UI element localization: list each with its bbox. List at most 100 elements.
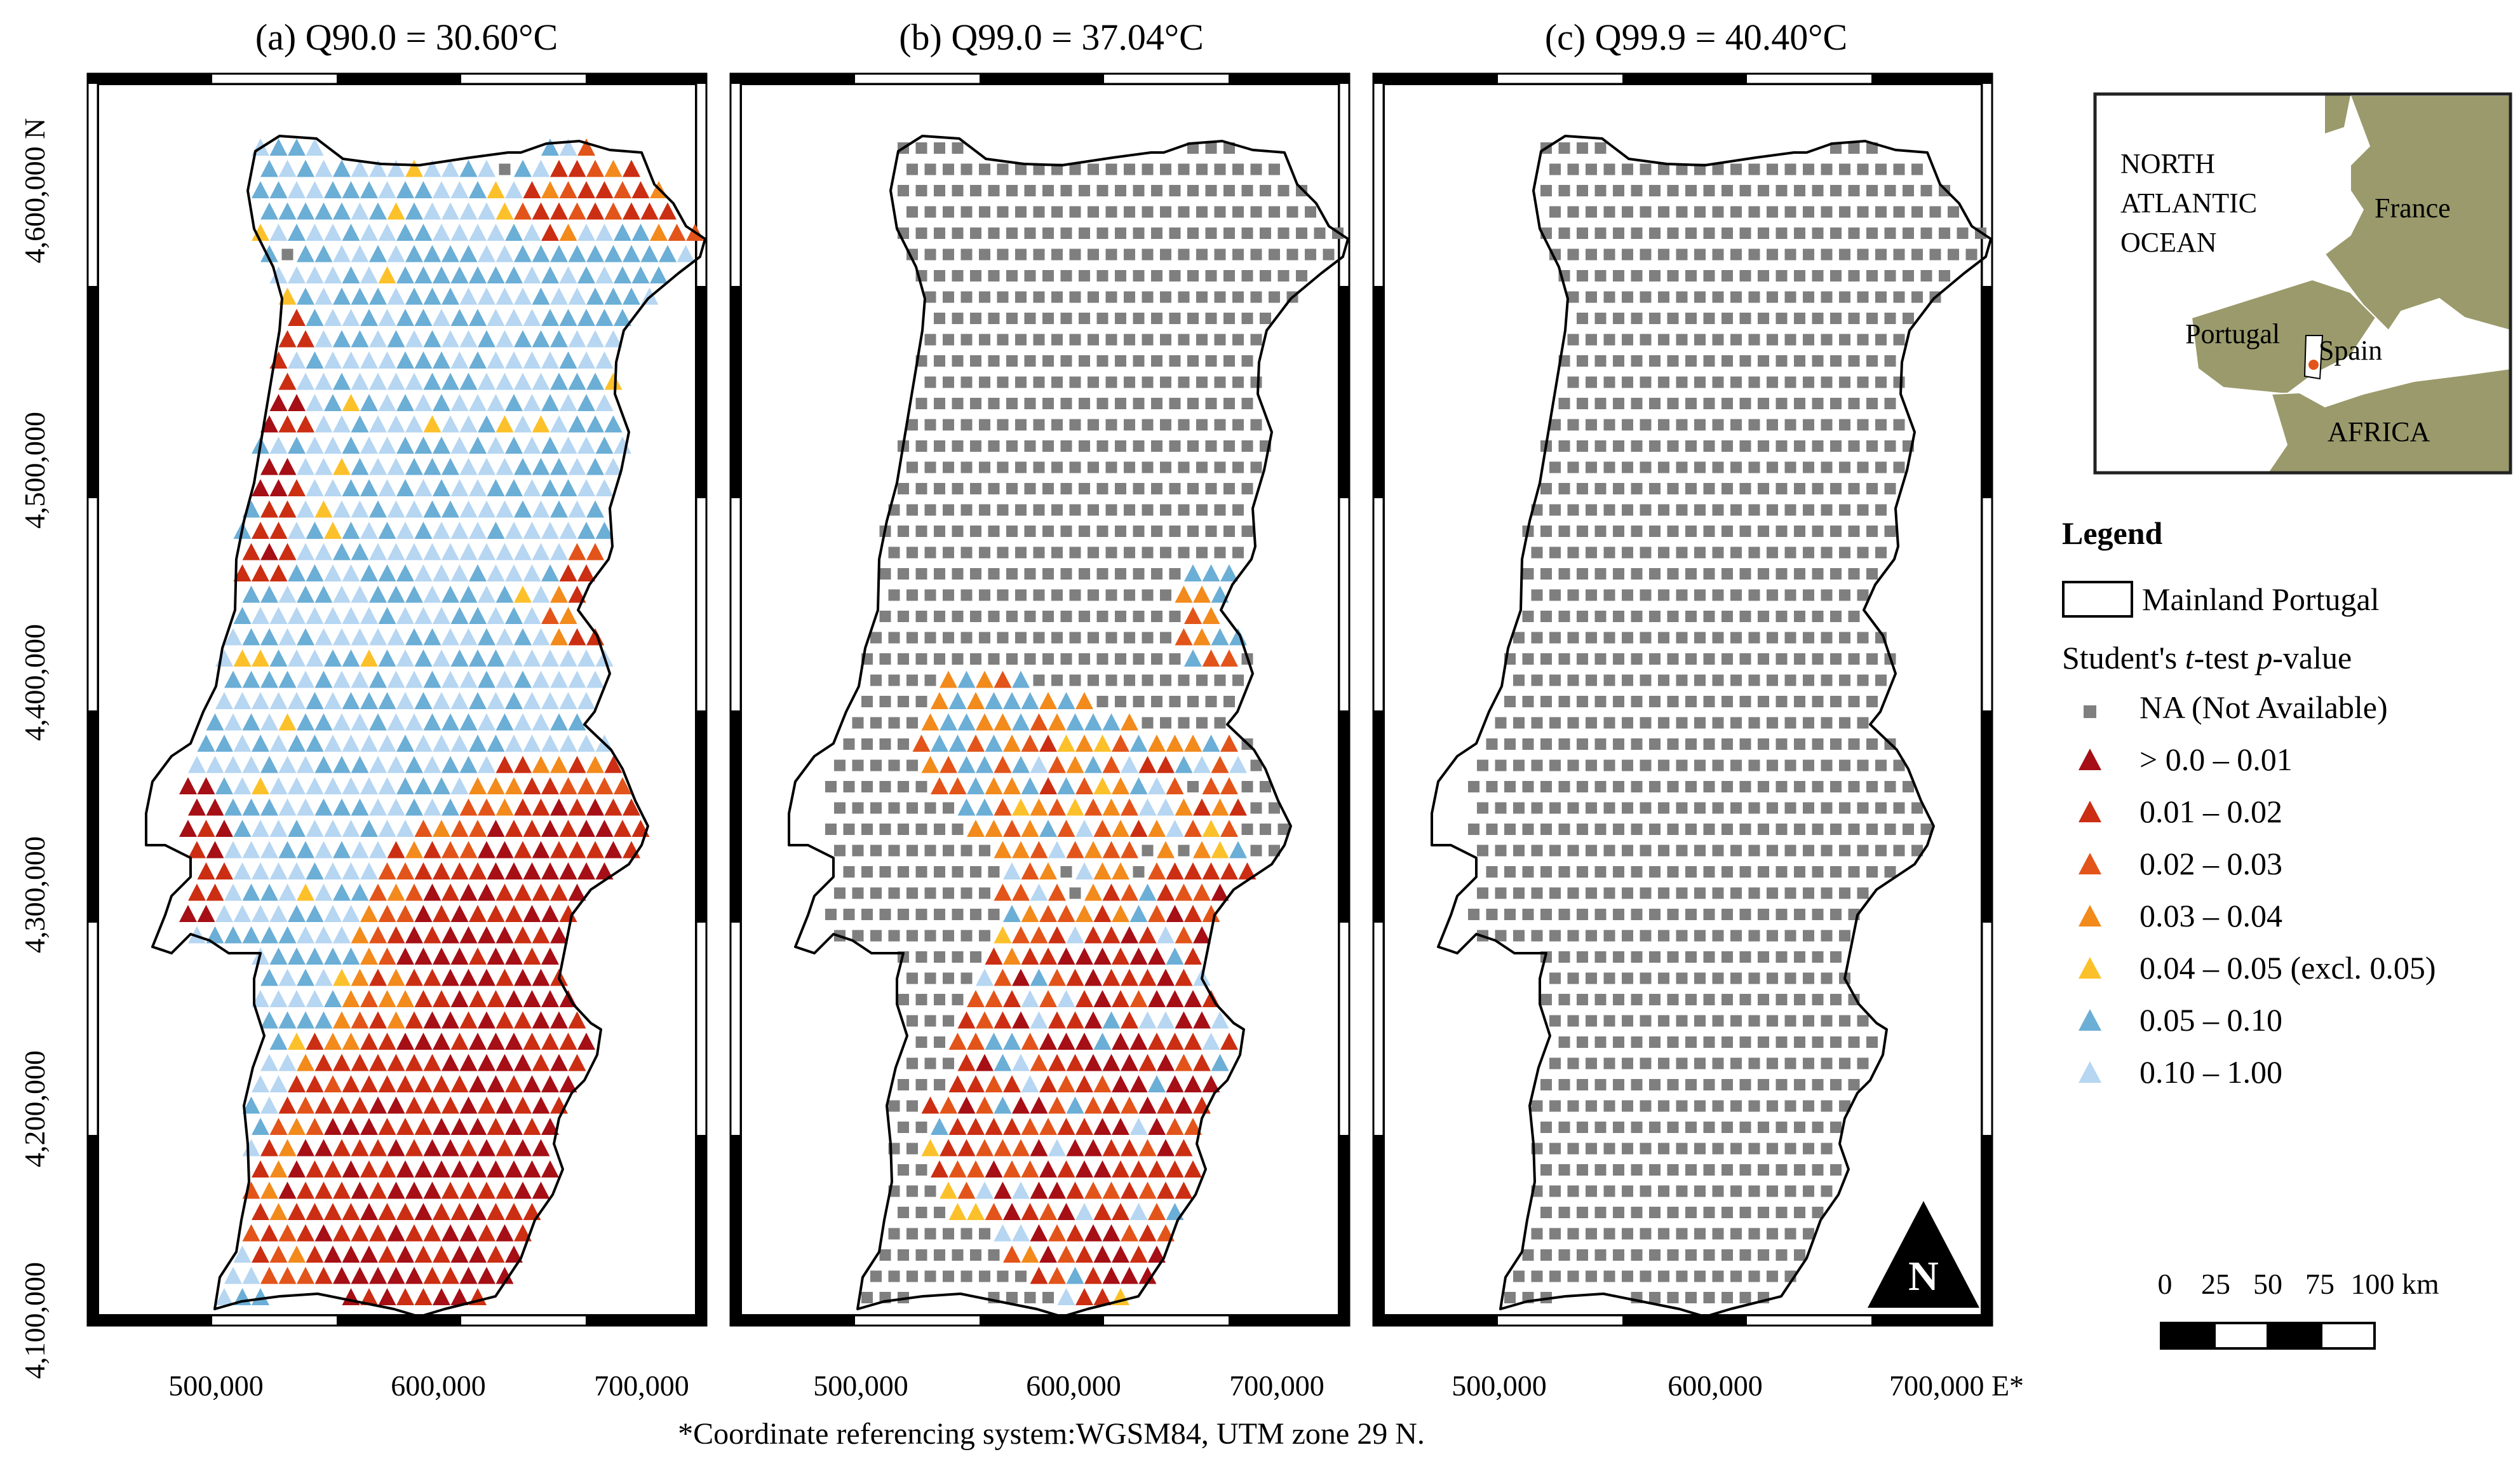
grid-cell-pvalue	[423, 458, 441, 475]
grid-cell-pvalue	[233, 862, 252, 879]
grid-cell-pvalue	[269, 1075, 288, 1092]
legend-title: Legend	[2062, 515, 2163, 551]
grid-cell-na	[1758, 1249, 1769, 1261]
grid-cell-na	[1775, 611, 1788, 622]
grid-cell-na	[934, 568, 945, 580]
grid-cell-na	[1739, 1292, 1751, 1303]
grid-cell-pvalue	[360, 820, 378, 837]
grid-cell-pvalue	[495, 330, 514, 348]
grid-cell-pvalue	[233, 905, 252, 922]
grid-cell-pvalue	[288, 1118, 306, 1135]
grid-cell-pvalue	[1148, 1033, 1166, 1050]
grid-cell-pvalue	[1030, 1266, 1048, 1284]
grid-cell-na	[1178, 845, 1190, 857]
grid-cell-na	[970, 1249, 981, 1261]
grid-cell-pvalue	[405, 841, 423, 858]
grid-cell-pvalue	[450, 1118, 469, 1135]
grid-cell-na	[1033, 163, 1045, 175]
grid-cell-pvalue	[487, 351, 505, 369]
grid-cell-pvalue	[297, 415, 314, 433]
grid-cell-na	[1676, 291, 1688, 303]
grid-cell-na	[1730, 845, 1742, 857]
inset-frame	[2093, 92, 2512, 475]
grid-cell-na	[1495, 802, 1507, 814]
grid-cell-pvalue	[288, 437, 306, 454]
grid-cell-pvalue	[478, 287, 495, 305]
grid-cell-na	[1722, 824, 1733, 835]
grid-cell-na	[1730, 1100, 1742, 1112]
grid-cell-pvalue	[297, 1266, 314, 1284]
grid-cell-na	[1812, 440, 1824, 452]
grid-cell-na	[979, 1228, 990, 1240]
grid-cell-na	[1703, 568, 1715, 580]
y-tick-label: 4,600,000 N	[18, 118, 51, 264]
grid-cell-pvalue	[623, 798, 640, 816]
grid-cell-na	[970, 398, 981, 409]
grid-cell-na	[843, 738, 855, 750]
grid-cell-na	[960, 546, 973, 559]
grid-cell-na	[1649, 738, 1661, 750]
grid-cell-na	[1613, 653, 1624, 665]
grid-cell-pvalue	[1184, 607, 1202, 624]
grid-cell-pvalue	[369, 543, 387, 560]
grid-cell-pvalue	[324, 224, 342, 241]
grid-cell-pvalue	[514, 330, 532, 348]
grid-cell-pvalue	[333, 159, 351, 177]
grid-cell-na	[1531, 546, 1543, 559]
grid-cell-pvalue	[532, 1139, 550, 1157]
grid-cell-na	[934, 355, 945, 367]
grid-cell-na	[1495, 887, 1507, 899]
grid-cell-pvalue	[288, 649, 306, 667]
scale-label: 75	[2305, 1268, 2335, 1300]
scale-bar: 0 25 50 75 100 km	[2158, 1268, 2439, 1350]
grid-cell-na	[1540, 781, 1552, 792]
grid-cell-na	[1667, 1164, 1679, 1176]
grid-cell-na	[843, 866, 855, 878]
grid-cell-na	[988, 227, 1000, 239]
grid-cell-na	[1658, 717, 1669, 729]
grid-cell-na	[1015, 163, 1027, 175]
grid-cell-na	[1115, 313, 1126, 324]
grid-cell-na	[1622, 972, 1633, 984]
grid-cell-na	[1160, 589, 1171, 601]
grid-cell-pvalue	[351, 841, 369, 858]
grid-cell-na	[1631, 568, 1643, 580]
grid-cell-na	[1232, 461, 1244, 473]
grid-cell-na	[1549, 887, 1561, 899]
grid-cell-na	[1640, 674, 1652, 686]
grid-cell-na	[1730, 717, 1742, 729]
grid-cell-na	[1594, 1249, 1607, 1261]
grid-cell-na	[1676, 248, 1688, 261]
grid-cell-pvalue	[1229, 756, 1247, 773]
grid-cell-na	[915, 142, 927, 154]
grid-cell-pvalue	[333, 500, 351, 518]
grid-cell-na	[1875, 802, 1887, 814]
grid-cell-na	[1115, 398, 1126, 409]
inset-iberia	[2190, 278, 2377, 395]
grid-cell-na	[1722, 781, 1733, 792]
grid-cell-pvalue	[1030, 713, 1048, 731]
grid-cell-na	[1830, 653, 1842, 665]
grid-cell-na	[1006, 653, 1018, 665]
grid-cell-pvalue	[1138, 1266, 1157, 1284]
grid-cell-pvalue	[541, 564, 559, 581]
grid-cell-na	[1667, 1036, 1679, 1048]
grid-cell-pvalue	[378, 990, 396, 1007]
grid-cell-na	[1694, 419, 1706, 431]
grid-cell-na	[1821, 674, 1833, 686]
grid-cell-pvalue	[369, 245, 387, 262]
grid-cell-pvalue	[288, 564, 306, 581]
grid-cell-na	[1712, 802, 1724, 814]
grid-cell-na	[934, 142, 945, 154]
grid-cell-na	[1151, 185, 1162, 196]
grid-cell-pvalue	[985, 692, 1003, 709]
grid-cell-pvalue	[414, 947, 433, 965]
grid-cell-na	[1758, 824, 1769, 835]
grid-cell-na	[879, 1249, 891, 1261]
grid-cell-pvalue	[378, 1118, 396, 1135]
grid-cell-na	[1088, 589, 1099, 601]
grid-cell-na	[1531, 887, 1543, 899]
grid-cell-na	[1667, 1207, 1679, 1218]
grid-cell-pvalue	[423, 159, 441, 177]
grid-cell-pvalue	[614, 309, 631, 326]
